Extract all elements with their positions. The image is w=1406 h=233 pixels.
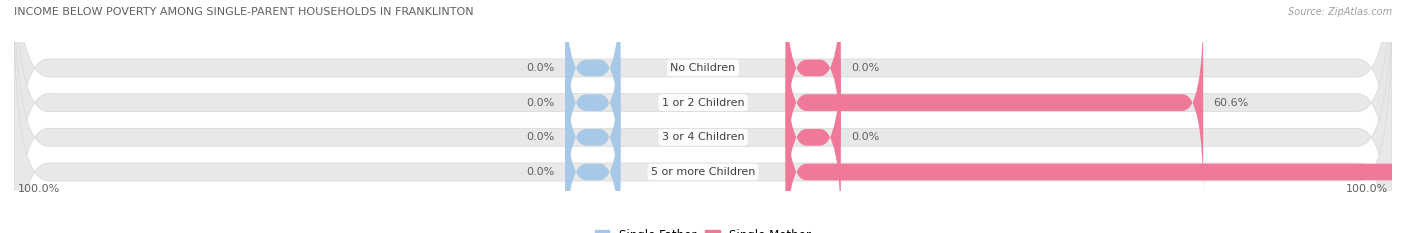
Text: 60.6%: 60.6% xyxy=(1213,98,1249,108)
FancyBboxPatch shape xyxy=(565,0,620,164)
Text: 0.0%: 0.0% xyxy=(851,132,879,142)
Text: 3 or 4 Children: 3 or 4 Children xyxy=(662,132,744,142)
Text: 0.0%: 0.0% xyxy=(851,63,879,73)
Text: 1 or 2 Children: 1 or 2 Children xyxy=(662,98,744,108)
FancyBboxPatch shape xyxy=(14,0,1392,233)
FancyBboxPatch shape xyxy=(786,42,841,233)
FancyBboxPatch shape xyxy=(14,0,1392,232)
Text: No Children: No Children xyxy=(671,63,735,73)
FancyBboxPatch shape xyxy=(786,0,841,164)
Text: 5 or more Children: 5 or more Children xyxy=(651,167,755,177)
FancyBboxPatch shape xyxy=(14,8,1392,233)
Legend: Single Father, Single Mother: Single Father, Single Mother xyxy=(595,229,811,233)
Text: 0.0%: 0.0% xyxy=(527,98,555,108)
Text: 100.0%: 100.0% xyxy=(17,184,59,194)
Text: INCOME BELOW POVERTY AMONG SINGLE-PARENT HOUSEHOLDS IN FRANKLINTON: INCOME BELOW POVERTY AMONG SINGLE-PARENT… xyxy=(14,7,474,17)
Text: 0.0%: 0.0% xyxy=(527,63,555,73)
FancyBboxPatch shape xyxy=(786,7,1204,198)
Text: 0.0%: 0.0% xyxy=(527,167,555,177)
FancyBboxPatch shape xyxy=(565,76,620,233)
Text: 0.0%: 0.0% xyxy=(527,132,555,142)
Text: Source: ZipAtlas.com: Source: ZipAtlas.com xyxy=(1288,7,1392,17)
FancyBboxPatch shape xyxy=(565,7,620,198)
FancyBboxPatch shape xyxy=(14,0,1392,233)
FancyBboxPatch shape xyxy=(565,42,620,233)
FancyBboxPatch shape xyxy=(786,76,1406,233)
Text: 100.0%: 100.0% xyxy=(1347,184,1389,194)
